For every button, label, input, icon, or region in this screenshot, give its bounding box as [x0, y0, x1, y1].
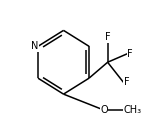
Text: F: F: [105, 33, 110, 43]
Text: F: F: [127, 49, 133, 59]
Text: N: N: [31, 41, 38, 51]
Text: F: F: [124, 77, 129, 87]
Text: O: O: [100, 105, 108, 115]
Text: CH₃: CH₃: [124, 105, 142, 115]
